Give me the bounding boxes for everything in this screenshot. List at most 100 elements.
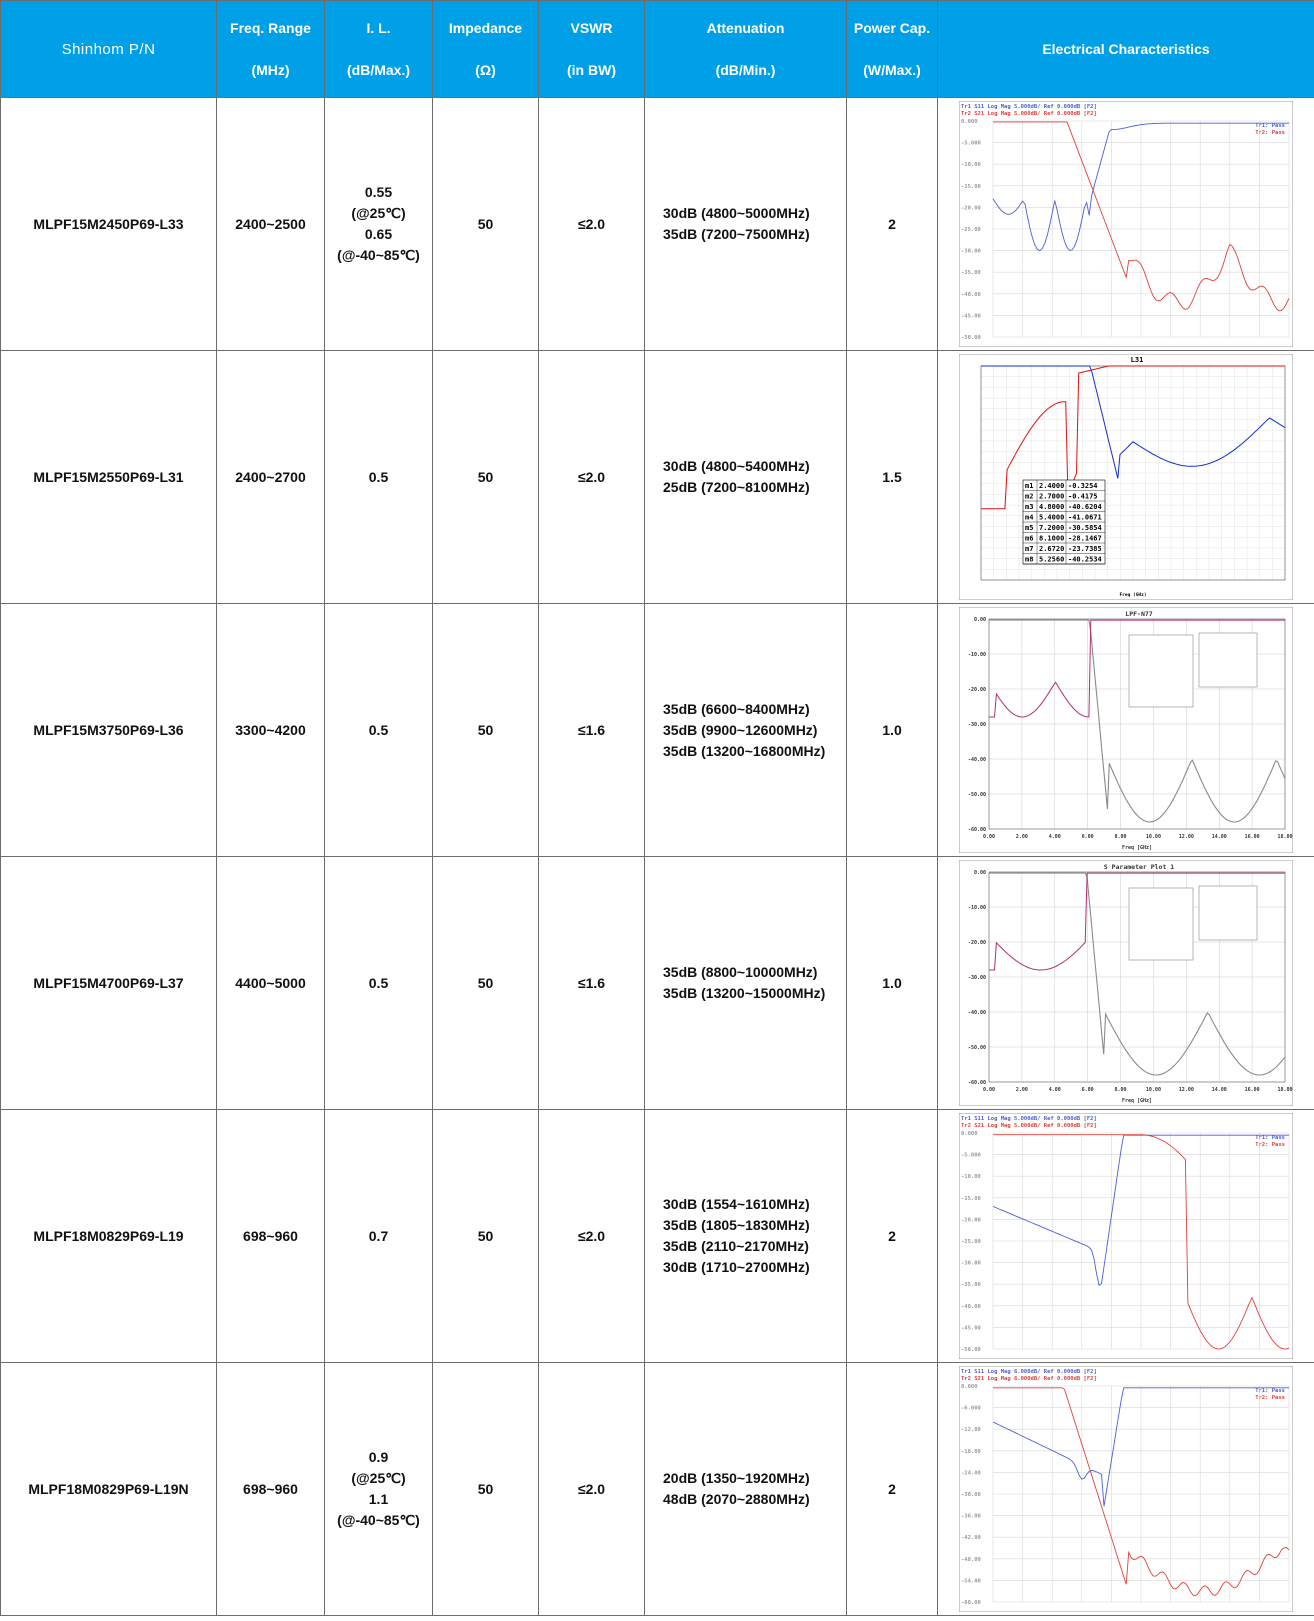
y-tick-label: -30.00 [961,1492,981,1498]
part-number-cell: MLPF15M2450P69-L33 [1,98,217,351]
vswr: ≤2.0 [539,214,644,235]
y-tick-label: -20.00 [968,687,986,693]
x-tick-label: 14.00 [1212,1087,1227,1093]
y-tick-label: -35.00 [961,270,981,276]
attenuation-line: 35dB (9900~12600MHz) [663,720,846,741]
part-number: MLPF18M0829P69-L19N [1,1479,216,1500]
table-row: MLPF15M2450P69-L33 2400~2500 0.55 (@25℃) 0.6… [1,98,1314,351]
vswr-cell: ≤2.0 [539,1363,645,1616]
insertion-loss-cell: 0.9 (@25℃) 1.1 (@-40~85℃) [325,1363,433,1616]
freq-range-cell: 698~960 [217,1363,325,1616]
y-tick-label: -24.00 [961,1470,981,1476]
marker-freq: 5.4000 [1039,514,1064,522]
header-freq-range: Freq. Range (MHz) [217,1,325,98]
x-tick-label: 16.00 [1245,834,1260,840]
chart-cell: LPF-N77 Freq [GHz] 0.00 -10.00 -20.00 -30.00 -… [938,604,1314,857]
chart-cell: L31 Freq (GHz) m1 2.4000 -0.3254 m2 2.7000 -0.4… [938,351,1314,604]
freq-range-cell: 4400~5000 [217,857,325,1110]
vswr: ≤2.0 [539,1479,644,1500]
x-tick-label: 16.00 [1245,1087,1260,1093]
y-tick-label: -30.00 [968,975,986,981]
y-tick-label: -50.00 [968,792,986,798]
insertion-loss-line: 1.1 [325,1489,432,1510]
impedance: 50 [433,214,538,235]
y-tick-label: -25.00 [961,1239,981,1245]
power-capacity-cell: 2 [847,1110,938,1363]
attenuation-line: 30dB (4800~5400MHz) [663,456,846,477]
impedance: 50 [433,720,538,741]
power-capacity: 1.0 [847,720,937,741]
header-vswr: VSWR (in BW) [539,1,645,98]
y-tick-label: -15.00 [961,184,981,190]
marker-value: -40.2534 [1068,556,1102,564]
vswr-cell: ≤2.0 [539,351,645,604]
y-tick-label: -42.00 [961,1535,981,1541]
x-tick-label: 2.00 [1016,1087,1028,1093]
y-tick-label: -5.000 [961,1153,981,1159]
trace1-header: Tr1 S11 Log Mag 5.000dB/ Ref 0.000dB [F2… [961,104,1097,110]
insertion-loss-line: (@25℃) [325,203,432,224]
attenuation-line: 30dB (4800~5000MHz) [663,203,846,224]
attenuation-cell: 35dB (6600~8400MHz) 35dB (9900~12600MHz) 3… [645,604,847,857]
x-tick-label: 0.00 [983,834,995,840]
trace1-header: Tr1 S11 Log Mag 6.000dB/ Ref 0.000dB [F2… [961,1369,1097,1375]
header-electrical-characteristics: Electrical Characteristics [938,1,1314,98]
insertion-loss-line: 0.5 [325,973,432,994]
attenuation-line: 30dB (1710~2700MHz) [663,1257,846,1278]
table-body: MLPF15M2450P69-L33 2400~2500 0.55 (@25℃) 0.6… [1,98,1314,1616]
vswr: ≤2.0 [539,467,644,488]
marker-name: m1 [1025,482,1033,490]
marker-value: -23.7385 [1068,545,1102,553]
response-chart: Tr1 S11 Log Mag 5.000dB/ Ref 0.000dB [F2… [959,1113,1293,1359]
insertion-loss-line: (@-40~85℃) [325,1510,432,1531]
power-capacity: 1.5 [847,467,937,488]
y-tick-label: -36.00 [961,1514,981,1520]
freq-range: 2400~2500 [217,214,324,235]
header-part-number: Shinhom P/N [1,1,217,98]
table-row: MLPF15M3750P69-L36 3300~4200 0.5 50 ≤1.6 35dB… [1,604,1314,857]
impedance-cell: 50 [433,1110,539,1363]
power-capacity-cell: 1.0 [847,604,938,857]
attenuation-cell: 35dB (8800~10000MHz) 35dB (13200~15000MHz… [645,857,847,1110]
x-tick-label: 8.00 [1115,1087,1127,1093]
part-number: MLPF15M2450P69-L33 [1,214,216,235]
x-tick-label: 18.00 [1277,834,1292,840]
marker-freq: 2.7000 [1039,493,1064,501]
chart-frame [959,1113,1293,1359]
marker-table [1129,888,1193,960]
part-number-cell: MLPF15M3750P69-L36 [1,604,217,857]
marker-value: -0.4175 [1068,493,1098,501]
insertion-loss-line: (@-40~85℃) [325,245,432,266]
impedance-cell: 50 [433,1363,539,1616]
attenuation-line: 35dB (1805~1830MHz) [663,1215,846,1236]
marker-freq: 8.1000 [1039,535,1064,543]
response-chart: Tr1 S11 Log Mag 6.000dB/ Ref 0.000dB [F2… [959,1366,1293,1612]
attenuation-line: 25dB (7200~8100MHz) [663,477,846,498]
insertion-loss-line: (@25℃) [325,1468,432,1489]
freq-range: 2400~2700 [217,467,324,488]
chart-frame [959,354,1293,600]
marker-value: -30.5854 [1068,524,1102,532]
y-tick-label: -10.00 [968,652,986,658]
y-tick-label: -10.00 [968,905,986,911]
insertion-loss-cell: 0.5 [325,351,433,604]
freq-range-cell: 2400~2500 [217,98,325,351]
part-number: MLPF15M3750P69-L36 [1,720,216,741]
impedance: 50 [433,467,538,488]
vswr: ≤1.6 [539,973,644,994]
marker-freq: 5.2560 [1039,556,1064,564]
y-tick-label: -30.00 [968,722,986,728]
marker-value: -0.3254 [1068,482,1098,490]
chart-cell: Tr1 S11 Log Mag 5.000dB/ Ref 0.000dB [F2… [938,98,1314,351]
attenuation-line: 35dB (7200~7500MHz) [663,224,846,245]
insertion-loss-line: 0.65 [325,224,432,245]
y-tick-label: -50.00 [961,1347,981,1353]
vswr-cell: ≤2.0 [539,1110,645,1363]
marker-table [1129,635,1193,707]
insertion-loss-line: 0.7 [325,1226,432,1247]
attenuation-line: 35dB (2110~2170MHz) [663,1236,846,1257]
vswr-cell: ≤2.0 [539,98,645,351]
marker-name: m7 [1025,545,1033,553]
insertion-loss-cell: 0.55 (@25℃) 0.65 (@-40~85℃) [325,98,433,351]
y-tick-label: -10.00 [961,1174,981,1180]
